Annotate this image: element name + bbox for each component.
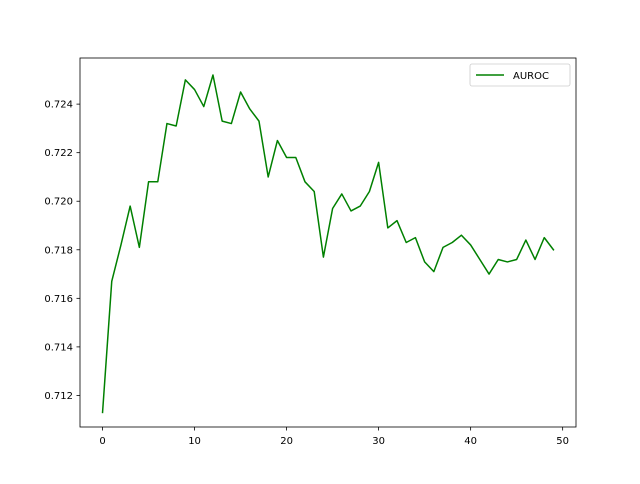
- legend: AUROC: [470, 64, 570, 86]
- x-tick-label: 0: [99, 436, 105, 447]
- y-tick-label: 0.722: [44, 148, 73, 159]
- x-tick-label: 50: [556, 436, 569, 447]
- legend-label: AUROC: [513, 71, 549, 82]
- y-tick-label: 0.718: [44, 245, 73, 256]
- y-tick-label: 0.724: [44, 100, 73, 111]
- x-tick-label: 20: [280, 436, 293, 447]
- y-tick-label: 0.714: [44, 342, 73, 353]
- y-tick-label: 0.716: [44, 294, 73, 305]
- y-tick-label: 0.712: [44, 391, 73, 402]
- x-tick-label: 40: [464, 436, 477, 447]
- x-tick-label: 30: [372, 436, 385, 447]
- y-tick-label: 0.720: [44, 197, 73, 208]
- x-tick-label: 10: [188, 436, 201, 447]
